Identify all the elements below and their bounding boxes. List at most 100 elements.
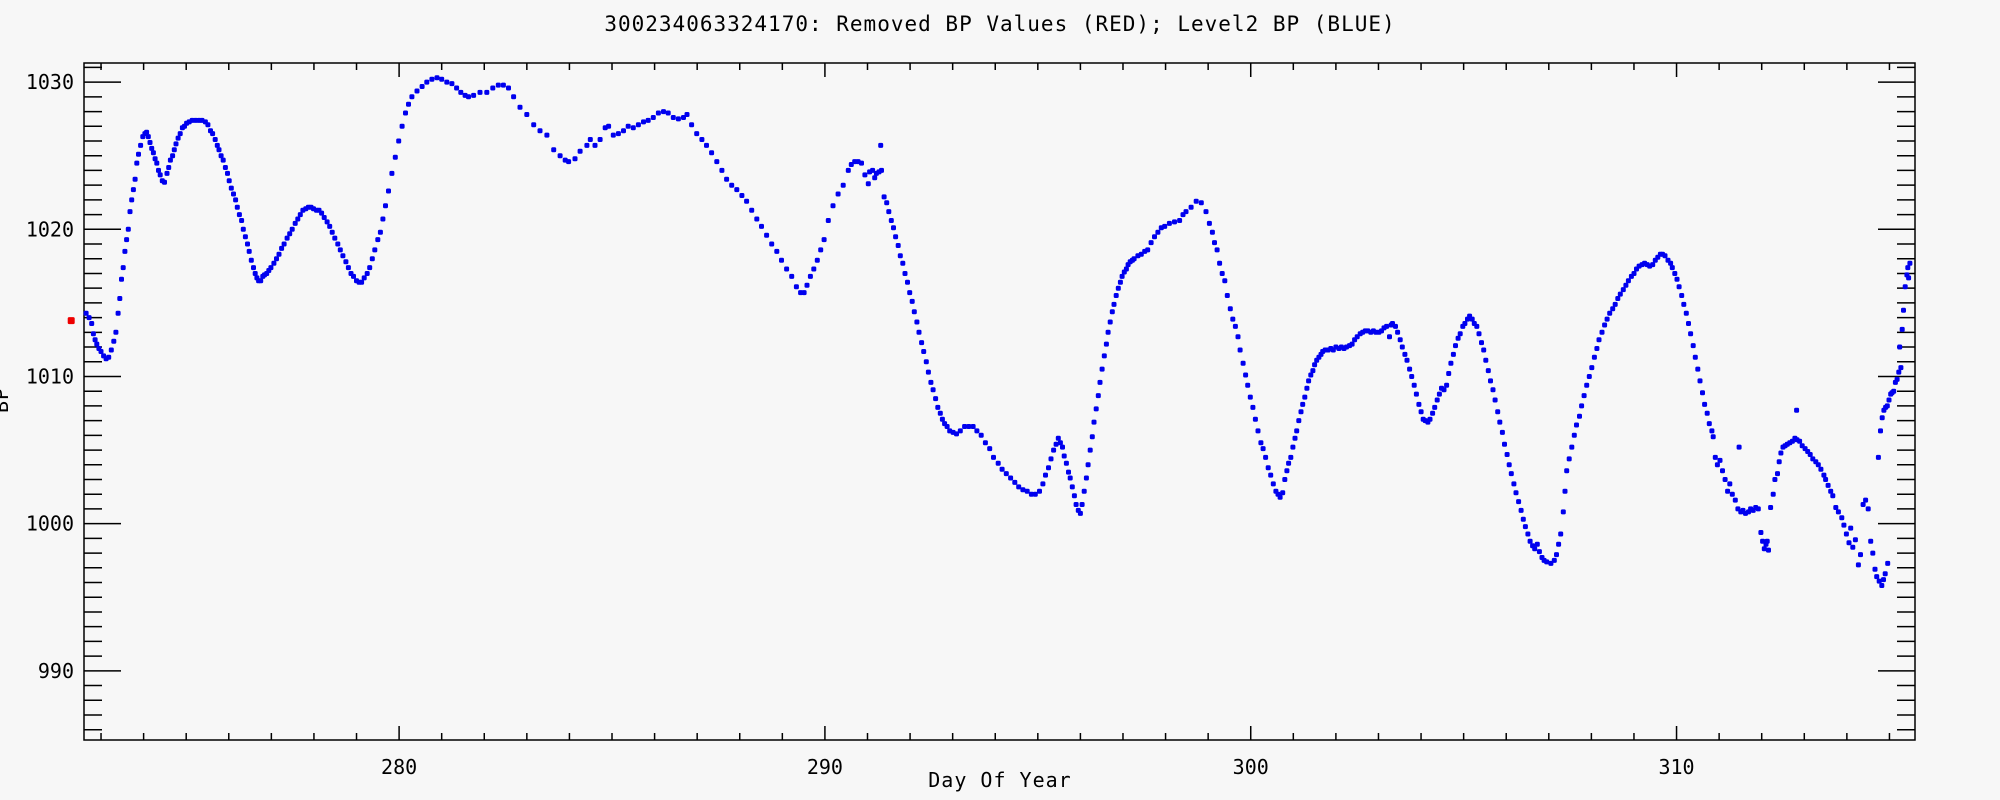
data-point (1258, 440, 1264, 446)
data-point (916, 329, 922, 335)
data-point (444, 79, 450, 85)
data-point (1695, 366, 1701, 372)
data-point (1577, 413, 1582, 419)
data-point (1710, 434, 1716, 440)
data-point (879, 167, 884, 173)
data-point (1402, 351, 1408, 357)
data-point (650, 115, 656, 120)
plot-frame (83, 62, 1916, 741)
data-point (1455, 335, 1461, 341)
data-point (1860, 502, 1866, 507)
data-point (1145, 247, 1151, 253)
data-point (1833, 505, 1839, 510)
data-point (1770, 491, 1776, 497)
data-point (246, 248, 252, 254)
data-point (1669, 265, 1675, 271)
data-point (1217, 260, 1223, 266)
data-point (466, 94, 471, 100)
data-point (1823, 477, 1829, 482)
data-point (1252, 416, 1258, 422)
data-point (1702, 401, 1708, 407)
data-point (1148, 240, 1154, 246)
data-point (132, 176, 138, 182)
data-point (171, 147, 177, 153)
data-point (524, 112, 530, 117)
data-point (1219, 271, 1225, 276)
data-point (389, 170, 395, 176)
data-point (1525, 531, 1531, 537)
data-point (1841, 522, 1847, 528)
data-point (937, 410, 943, 416)
data-point (1107, 319, 1113, 325)
data-point (1085, 462, 1091, 468)
data-point (1024, 488, 1030, 494)
data-point (1794, 407, 1800, 413)
data-point (1040, 481, 1046, 487)
data-point (1479, 340, 1484, 346)
data-point (239, 218, 245, 223)
data-point (321, 215, 327, 220)
data-point (1450, 351, 1456, 357)
data-point (1596, 337, 1602, 343)
data-point (1700, 390, 1705, 396)
data-point (893, 234, 899, 240)
data-point (399, 123, 405, 129)
data-point (1672, 271, 1678, 276)
data-point (1349, 341, 1355, 347)
data-point (537, 128, 543, 134)
data-point (1830, 493, 1836, 499)
data-point (1448, 360, 1454, 366)
data-point (383, 203, 388, 209)
data-point (933, 396, 939, 402)
data-point (1032, 491, 1038, 497)
data-point (1688, 331, 1694, 337)
data-point (1413, 391, 1419, 397)
data-point (1284, 468, 1290, 474)
data-point (870, 167, 876, 173)
data-point (1516, 499, 1522, 505)
data-point (1393, 323, 1398, 329)
data-point (1631, 271, 1637, 276)
data-point (1099, 366, 1105, 372)
data-point (1704, 410, 1710, 416)
data-point (1839, 515, 1845, 521)
data-point (295, 216, 301, 222)
data-point (1071, 493, 1077, 499)
data-point (1286, 460, 1292, 466)
data-point (157, 172, 163, 178)
data-point (1453, 343, 1458, 349)
data-point (1717, 457, 1723, 463)
data-point (1676, 284, 1682, 290)
data-point (970, 424, 976, 429)
data-point (226, 178, 232, 184)
data-point (923, 359, 929, 365)
data-point (1081, 488, 1087, 494)
data-point (1155, 229, 1161, 235)
data-point (500, 82, 506, 88)
data-point (935, 404, 941, 410)
data-point (830, 203, 836, 209)
y-tick-label: 1030 (26, 70, 74, 94)
data-point (324, 219, 330, 225)
data-point (173, 141, 179, 147)
data-point (814, 257, 820, 263)
data-point (1083, 475, 1089, 481)
data-point (789, 273, 795, 279)
data-point (152, 156, 158, 162)
data-point (1755, 506, 1761, 512)
data-point (248, 257, 254, 263)
data-point (1758, 530, 1764, 535)
data-point (1764, 538, 1770, 544)
data-point (665, 110, 671, 116)
data-point (220, 157, 226, 163)
data-point (1878, 428, 1883, 434)
data-point (1016, 484, 1022, 490)
data-point (991, 454, 996, 460)
data-point (1095, 393, 1101, 399)
data-point (1091, 419, 1097, 425)
data-point (449, 81, 455, 87)
data-point (1109, 309, 1115, 315)
data-point (1584, 382, 1590, 388)
data-point (434, 75, 440, 81)
data-point (1492, 397, 1498, 403)
